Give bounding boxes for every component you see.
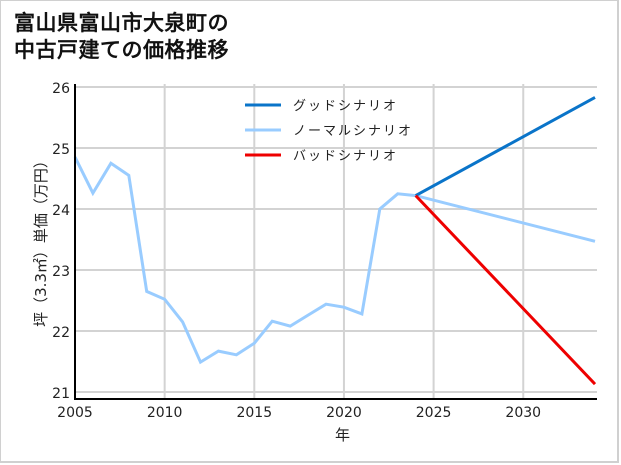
y-tick-label: 25 bbox=[52, 142, 70, 158]
x-tick-label: 2010 bbox=[147, 405, 183, 421]
y-tick-label: 21 bbox=[52, 386, 70, 402]
chart-title: 富山県富山市大泉町の 中古戸建ての価格推移 bbox=[14, 10, 229, 64]
legend: グッドシナリオ ノーマルシナリオ バッドシナリオ bbox=[245, 99, 413, 164]
series-normal-line bbox=[73, 156, 596, 365]
legend-label-bad: バッドシナリオ bbox=[293, 149, 398, 164]
y-axis-ticks: 21 22 23 24 25 26 bbox=[52, 81, 70, 402]
x-tick-label: 2030 bbox=[505, 405, 541, 421]
chart-title-line1: 富山県富山市大泉町の bbox=[14, 11, 229, 35]
legend-label-normal: ノーマルシナリオ bbox=[293, 124, 413, 139]
y-tick-label: 24 bbox=[52, 203, 70, 219]
data-series bbox=[73, 96, 597, 386]
x-axis-ticks: 2005 2010 2015 2020 2025 2030 bbox=[57, 405, 541, 421]
x-tick-label: 2015 bbox=[236, 405, 272, 421]
x-tick-label: 2005 bbox=[57, 405, 93, 421]
legend-item-bad: バッドシナリオ bbox=[245, 149, 398, 164]
series-bad-line bbox=[414, 194, 597, 386]
legend-item-good: グッドシナリオ bbox=[245, 99, 398, 114]
series-good-line bbox=[414, 96, 596, 197]
y-tick-label: 22 bbox=[52, 325, 70, 341]
chart-title-line2: 中古戸建ての価格推移 bbox=[14, 38, 229, 62]
x-axis-label: 年 bbox=[335, 426, 350, 444]
y-tick-label: 26 bbox=[52, 81, 70, 97]
legend-label-good: グッドシナリオ bbox=[293, 99, 398, 114]
x-tick-label: 2025 bbox=[416, 405, 452, 421]
legend-item-normal: ノーマルシナリオ bbox=[245, 124, 413, 139]
x-tick-label: 2020 bbox=[326, 405, 362, 421]
y-tick-label: 23 bbox=[52, 264, 70, 280]
y-axis-label: 坪（3.3㎡）単価（万円） bbox=[32, 153, 50, 327]
